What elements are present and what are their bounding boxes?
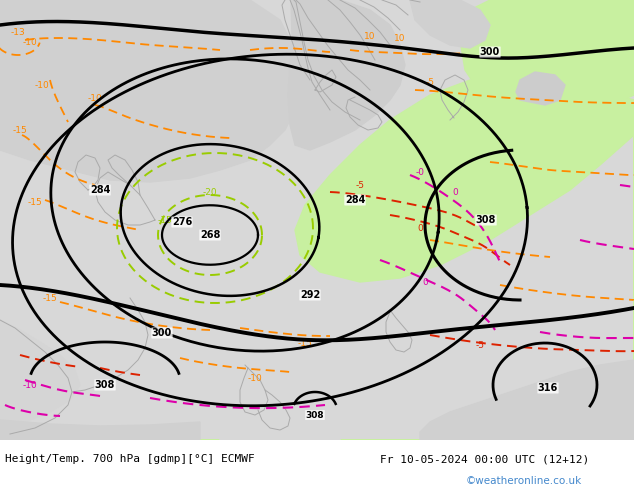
Text: -5: -5 [425,77,434,87]
Text: -13: -13 [11,27,25,36]
Text: -10: -10 [23,381,37,390]
Text: 10: 10 [394,33,406,43]
Text: -15: -15 [28,197,42,206]
Polygon shape [0,320,80,440]
Text: -5: -5 [356,180,365,190]
Text: 268: 268 [200,230,220,240]
Polygon shape [288,0,405,150]
Text: 0: 0 [417,223,423,232]
Polygon shape [410,0,490,48]
Text: -10: -10 [248,373,262,383]
Text: -10: -10 [87,94,102,102]
Polygon shape [460,0,634,120]
Text: -15: -15 [42,294,57,302]
Text: 10: 10 [365,31,376,41]
Polygon shape [570,0,634,50]
Text: -5: -5 [476,341,484,349]
Text: -15: -15 [13,125,27,134]
Text: 308: 308 [95,380,115,390]
Polygon shape [0,420,200,440]
Text: -10: -10 [23,38,37,47]
Text: 300: 300 [152,328,172,338]
Polygon shape [516,72,565,105]
Text: 308: 308 [476,215,496,225]
Polygon shape [0,75,634,440]
Text: 0: 0 [452,188,458,196]
Text: -15: -15 [297,339,313,347]
Text: 284: 284 [345,195,365,205]
Text: 316: 316 [538,383,558,393]
Text: -20: -20 [203,188,217,196]
Polygon shape [420,360,634,440]
Text: 292: 292 [300,290,320,300]
Polygon shape [0,0,300,182]
Text: 0: 0 [422,277,428,287]
Text: Height/Temp. 700 hPa [gdmp][°C] ECMWF: Height/Temp. 700 hPa [gdmp][°C] ECMWF [5,454,255,464]
Text: 308: 308 [306,411,325,419]
Text: Fr 10-05-2024 00:00 UTC (12+12): Fr 10-05-2024 00:00 UTC (12+12) [380,454,590,464]
Text: -10: -10 [35,80,49,90]
Text: 276: 276 [172,217,192,227]
Text: ©weatheronline.co.uk: ©weatheronline.co.uk [466,476,582,486]
Text: 284: 284 [90,185,110,195]
Text: 300: 300 [480,47,500,57]
Text: -15: -15 [158,216,172,224]
Polygon shape [220,395,340,440]
Text: -0: -0 [415,168,425,176]
